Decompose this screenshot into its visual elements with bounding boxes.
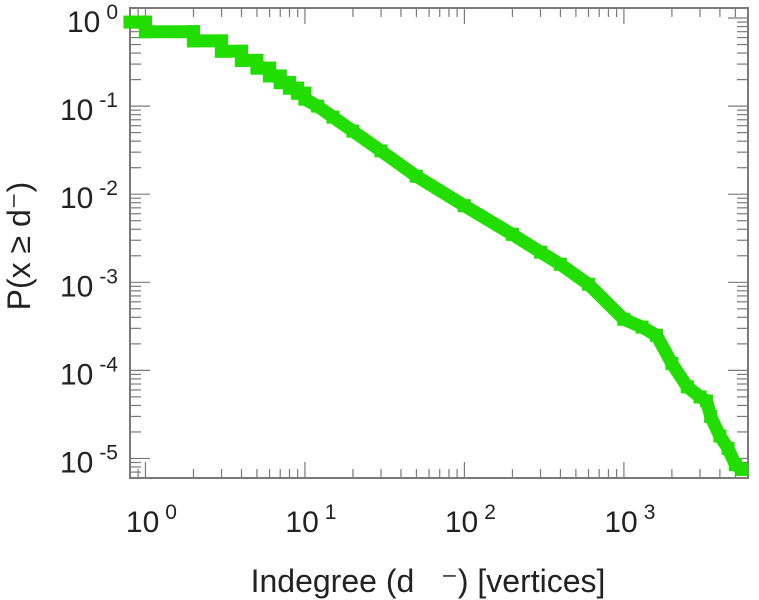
series-point — [374, 144, 388, 158]
plot-frame — [129, 7, 749, 479]
y-tick-label: 10 -1 — [60, 89, 118, 127]
series-point — [680, 380, 694, 394]
series-point — [298, 92, 312, 106]
y-tick-label: 10 -2 — [60, 177, 118, 215]
series-point — [635, 320, 649, 334]
y-tick-label: 10 0 — [67, 1, 118, 39]
y-axis-title: P(x ≥ d⁻) — [1, 182, 37, 311]
series-layer — [123, 15, 749, 476]
series-point — [649, 328, 663, 342]
series-point — [735, 462, 749, 476]
series-point — [457, 199, 471, 213]
series-point — [505, 227, 519, 241]
y-tick-label: 10 -3 — [60, 265, 118, 303]
series-point — [534, 245, 548, 259]
series-point — [234, 53, 248, 67]
series-point — [553, 257, 567, 271]
series-point — [582, 277, 596, 291]
series-point — [346, 124, 360, 138]
series-point — [311, 99, 325, 113]
series-point — [250, 61, 264, 75]
y-tick-label: 10 -4 — [60, 353, 118, 391]
series-point — [665, 356, 679, 370]
series-point — [215, 34, 229, 48]
x-axis-title: Indegree (d ⁻) [vertices] — [251, 563, 606, 599]
y-tick-label: 10 -5 — [60, 441, 118, 479]
series-point — [409, 169, 423, 183]
series-point — [326, 110, 340, 124]
series-point — [263, 69, 277, 83]
x-tick-label: 10 1 — [285, 501, 336, 539]
series-line-0 — [130, 15, 746, 475]
plot-frame-rect — [129, 7, 749, 479]
series-point — [617, 312, 631, 326]
series-point — [138, 25, 152, 39]
series-point — [700, 394, 714, 408]
x-tick-label: 10 2 — [445, 501, 496, 539]
x-tick-label: 10 3 — [604, 501, 655, 539]
series-point — [721, 441, 735, 455]
series-point — [123, 15, 137, 29]
series-point — [186, 34, 200, 48]
x-tick-labels: 10 0 10 1 10 2 10 3 — [126, 501, 656, 539]
x-tick-label: 10 0 — [126, 501, 177, 539]
series-point — [704, 409, 718, 423]
series-point — [713, 429, 727, 443]
major-ticks — [130, 8, 748, 478]
series-point — [215, 44, 229, 58]
minor-ticks — [129, 8, 749, 479]
